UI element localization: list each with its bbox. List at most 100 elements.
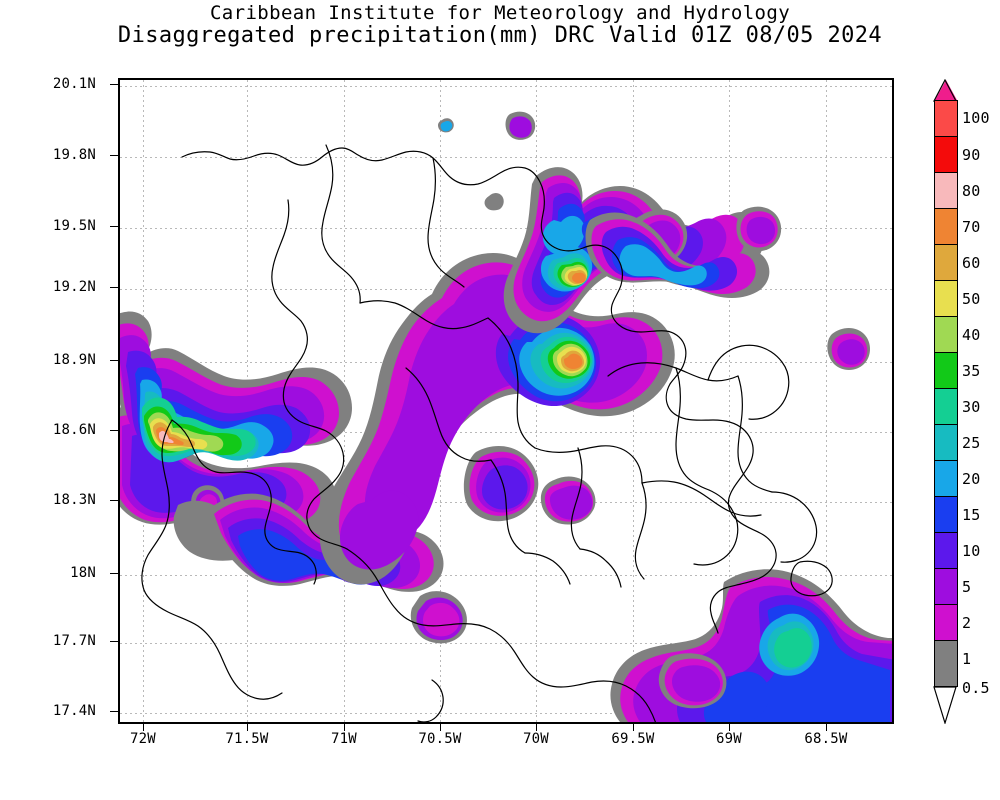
cb-label-15: 15 [962,506,981,524]
y-label-18.9N: 18.9N [52,352,96,368]
cb-band-25-30[interactable] [935,389,957,425]
boundary-province-e11 [707,344,790,420]
coastline-haiti-peninsula [141,419,317,700]
colorbar[interactable] [934,100,958,687]
cb-band-10-15[interactable] [935,497,957,533]
x-label-72W: 72W [130,731,156,747]
cb-band-40-50[interactable] [935,281,957,317]
cb-band-50-60[interactable] [935,245,957,281]
y-tick-18N [110,573,118,574]
gridline-lat-19.5N [120,228,892,229]
cb-band-80-90[interactable] [935,137,957,173]
precip-blob-central [319,252,675,585]
precipitation-map-plot[interactable] [118,78,894,724]
cb-label-50: 50 [962,290,981,308]
cb-label-0.5: 0.5 [962,679,990,697]
cb-band-90-100[interactable] [935,101,957,137]
x-tick-68.5W [826,724,827,731]
cb-band-20-25[interactable] [935,425,957,461]
boundary-province-e7 [641,480,762,517]
island-beata [417,679,444,722]
cb-label-10: 10 [962,542,981,560]
cb-label-80: 80 [962,182,981,200]
cb-label-5: 5 [962,578,972,596]
cb-band-1-2[interactable] [935,605,957,641]
y-label-19.5N: 19.5N [52,218,96,234]
y-label-18N: 18N [70,565,96,581]
colorbar-under-arrow [933,686,957,724]
page-title: Disaggregated precipitation(mm) DRC Vali… [117,23,883,48]
cb-label-25: 25 [962,434,981,452]
boundary-province-e9 [675,367,710,491]
precip-blobs-north-small [438,111,770,298]
institute-title: Caribbean Institute for Meteorology and … [209,2,791,24]
x-tick-71.5W [247,724,248,731]
gridline-lon-69W [729,80,730,722]
boundary-province-nw2 [427,157,465,288]
cb-band-30-35[interactable] [935,353,957,389]
gridline-lat-17.7N [120,643,892,644]
boundary-province-nw1 [321,144,361,304]
cb-band-60-70[interactable] [935,209,957,245]
cb-band-0.5-1[interactable] [935,641,957,686]
boundary-province-c5 [405,367,492,462]
island-saona [790,560,833,597]
cb-band-2-5[interactable] [935,569,957,605]
x-label-70W: 70W [523,731,549,747]
gridline-lat-20.1N [120,86,892,87]
y-label-18.3N: 18.3N [52,492,96,508]
cb-label-20: 20 [962,470,981,488]
colorbar-over-arrow-outline [933,79,957,102]
y-label-17.4N: 17.4N [52,703,96,719]
boundary-province-s15 [570,447,583,550]
cb-band-5-10[interactable] [935,533,957,569]
boundary-province-c6 [534,445,643,484]
precipitation-contour-field [120,111,892,722]
x-tick-69W [729,724,730,731]
x-tick-71W [344,724,345,731]
y-label-17.7N: 17.7N [52,633,96,649]
y-tick-18.3N [110,500,118,501]
y-label-19.8N: 19.8N [52,147,96,163]
y-tick-19.5N [110,226,118,227]
x-label-71.5W: 71.5W [225,731,269,747]
y-tick-19.2N [110,287,118,288]
cb-label-2: 2 [962,614,972,632]
boundary-province-n3 [359,300,489,330]
cb-label-1: 1 [962,650,972,668]
boundary-province-s18 [579,548,622,588]
boundary-province-s17 [524,552,571,585]
cb-label-90: 90 [962,146,981,164]
x-label-69.5W: 69.5W [611,731,655,747]
cb-label-100: 100 [962,109,990,127]
cb-band-35-40[interactable] [935,317,957,353]
x-label-68.5W: 68.5W [804,731,848,747]
x-tick-72W [143,724,144,731]
cb-label-30: 30 [962,398,981,416]
precip-blob-southeast-small [658,653,727,709]
y-tick-17.7N [110,641,118,642]
x-label-69W: 69W [716,731,742,747]
coastline-south-dr [346,548,657,722]
y-tick-18.9N [110,360,118,361]
coastline-hispaniola [181,147,777,634]
y-label-20.1N: 20.1N [52,76,96,92]
administrative-boundaries [141,144,833,722]
y-label-19.2N: 19.2N [52,279,96,295]
boundary-province-e12 [771,491,818,563]
y-tick-17.4N [110,711,118,712]
border-haiti-dominican-republic [271,199,348,550]
gridline-lat-17.4N [120,713,892,714]
cb-band-70-80[interactable] [935,173,957,209]
cb-label-35: 35 [962,362,981,380]
gridline-lat-18.6N [120,432,892,433]
colorbar-over-arrow [934,80,958,102]
boundary-province-s16 [490,459,526,554]
boundary-province-e10 [737,375,773,493]
y-label-18.6N: 18.6N [52,422,96,438]
boundary-province-e8 [607,362,739,382]
precip-blobs-east-small [736,206,870,370]
gridline-lon-68.5W [826,80,827,722]
x-tick-70.5W [440,724,441,731]
cb-band-15-20[interactable] [935,461,957,497]
